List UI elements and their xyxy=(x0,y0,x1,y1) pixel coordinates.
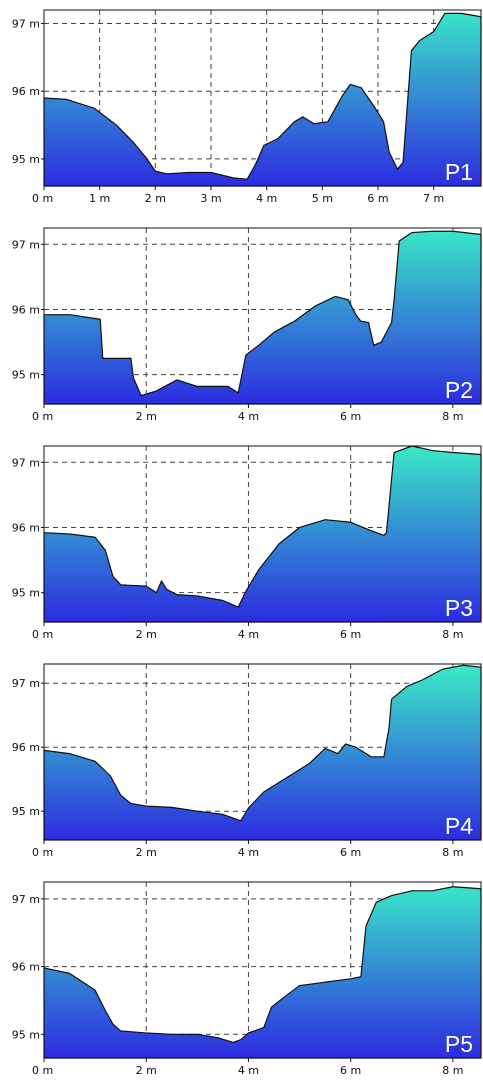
y-tick-label: 95 m xyxy=(12,805,40,818)
x-tick-label: 1 m xyxy=(89,192,110,205)
y-tick-label: 95 m xyxy=(12,153,40,166)
x-tick-label: 4 m xyxy=(238,1064,259,1077)
panel-label: P2 xyxy=(445,377,473,403)
profile-panel-4: 95 m 96 m 97 m 0 m 2 m 4 m 6 m 8 m P4 xyxy=(12,663,482,859)
x-tick-label: 6 m xyxy=(340,628,361,641)
terrain-profile-area xyxy=(43,664,482,841)
plot-frame xyxy=(43,663,482,841)
terrain-profile-area xyxy=(43,445,482,623)
x-tick-label: 5 m xyxy=(312,192,333,205)
x-tick-label: 4 m xyxy=(256,192,277,205)
panel-label: P3 xyxy=(445,595,473,621)
x-tick-label: 0 m xyxy=(32,1064,53,1077)
x-tick-label: 2 m xyxy=(136,846,157,859)
x-tick-label: 8 m xyxy=(442,1064,463,1077)
x-tick-label: 2 m xyxy=(136,1064,157,1077)
y-tick-label: 95 m xyxy=(12,1028,40,1041)
profile-panel-2: 95 m 96 m 97 m 0 m 2 m 4 m 6 m 8 m P2 xyxy=(12,227,482,423)
profile-panel-5: 95 m 96 m 97 m 0 m 2 m 4 m 6 m 8 m P5 xyxy=(12,881,482,1077)
x-tick-label: 3 m xyxy=(200,192,221,205)
y-tick-label: 97 m xyxy=(12,893,40,906)
y-tick-label: 95 m xyxy=(12,369,40,382)
profile-panel-1: 95 m 96 m 97 m 0 m 1 m 2 m 3 m 4 m 5 m 6 m 7 mP1 xyxy=(12,9,482,205)
x-tick-label: 7 m xyxy=(423,192,444,205)
x-tick-label: 2 m xyxy=(136,410,157,423)
plot-frame xyxy=(43,445,482,623)
y-tick-label: 97 m xyxy=(12,677,40,690)
y-tick-label: 97 m xyxy=(12,456,40,469)
x-tick-label: 8 m xyxy=(442,846,463,859)
panel-label: P5 xyxy=(445,1031,473,1057)
y-tick-label: 97 m xyxy=(12,238,40,251)
x-tick-label: 4 m xyxy=(238,628,259,641)
terrain-profile-area xyxy=(43,230,482,405)
terrain-profile-area xyxy=(43,12,482,187)
x-tick-label: 4 m xyxy=(238,410,259,423)
x-tick-label: 6 m xyxy=(340,410,361,423)
panel-label: P1 xyxy=(445,159,473,185)
plot-frame xyxy=(43,227,482,405)
y-tick-label: 96 m xyxy=(12,961,40,974)
x-tick-label: 6 m xyxy=(367,192,388,205)
x-tick-label: 8 m xyxy=(442,628,463,641)
y-tick-label: 96 m xyxy=(12,741,40,754)
y-tick-label: 97 m xyxy=(12,18,40,31)
x-tick-label: 2 m xyxy=(145,192,166,205)
y-tick-label: 96 m xyxy=(12,303,40,316)
x-tick-label: 0 m xyxy=(32,846,53,859)
y-tick-label: 96 m xyxy=(12,85,40,98)
x-tick-label: 6 m xyxy=(340,846,361,859)
x-tick-label: 6 m xyxy=(340,1064,361,1077)
plot-frame xyxy=(43,9,482,187)
x-tick-label: 0 m xyxy=(32,628,53,641)
terrain-profile-area xyxy=(43,886,482,1059)
y-tick-label: 96 m xyxy=(12,521,40,534)
y-tick-label: 95 m xyxy=(12,587,40,600)
plot-frame xyxy=(43,881,482,1059)
x-tick-label: 4 m xyxy=(238,846,259,859)
panel-label: P4 xyxy=(445,813,473,839)
x-tick-label: 0 m xyxy=(32,410,53,423)
x-tick-label: 8 m xyxy=(442,410,463,423)
x-tick-label: 0 m xyxy=(32,192,53,205)
profile-panel-3: 95 m 96 m 97 m 0 m 2 m 4 m 6 m 8 m P3 xyxy=(12,445,482,641)
x-tick-label: 2 m xyxy=(136,628,157,641)
